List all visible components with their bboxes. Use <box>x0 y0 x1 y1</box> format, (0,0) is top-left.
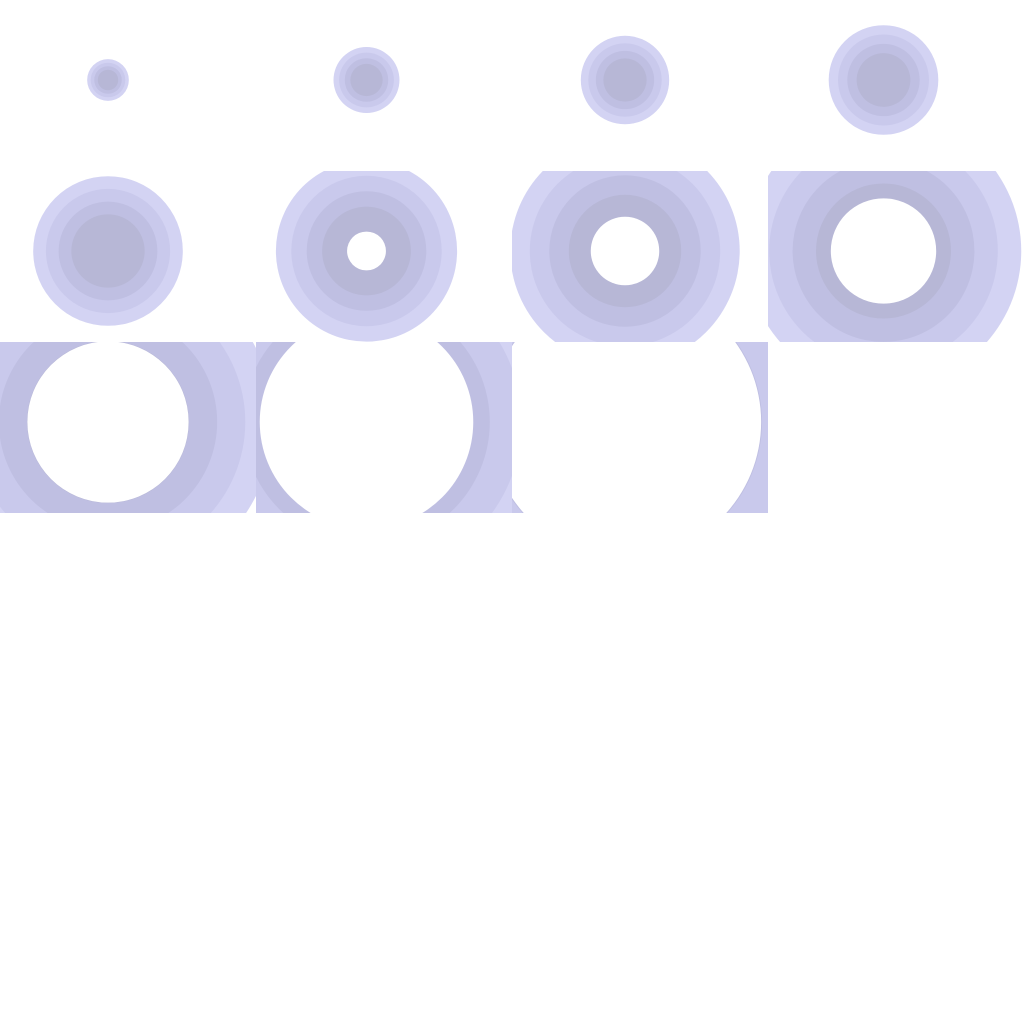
frames-layer <box>0 25 1024 855</box>
ring-hole <box>512 513 768 684</box>
sprite-frame <box>256 513 512 684</box>
ring-hole <box>347 231 386 271</box>
ring-hole <box>27 342 189 503</box>
ring-layer <box>97 69 119 91</box>
sprite-frame <box>512 342 768 513</box>
ring-layer <box>71 214 145 288</box>
ring-hole <box>830 198 937 304</box>
sprite-frame <box>580 35 670 125</box>
sprite-frame <box>768 171 1022 342</box>
sprite-frame <box>256 342 512 513</box>
ring-hole <box>768 342 1024 513</box>
sprite-frame <box>333 47 400 113</box>
sprite-frame <box>33 176 183 326</box>
sprite-frame <box>512 513 768 684</box>
ring-layer <box>350 63 383 97</box>
ring-hole <box>512 342 762 513</box>
ring-layer <box>603 58 647 102</box>
sprite-frame <box>0 513 256 684</box>
sprite-frame <box>768 513 1024 684</box>
sprite-frame <box>0 342 256 513</box>
sprite-frame <box>768 342 1024 513</box>
ring-hole <box>768 513 1024 684</box>
ring-layer <box>856 53 911 107</box>
sprite-frame <box>0 684 256 855</box>
ring-hole <box>259 342 474 513</box>
ring-hole <box>590 216 660 286</box>
ring-hole <box>0 684 256 855</box>
sprite-frame <box>512 171 740 342</box>
sprite-frame <box>87 59 129 101</box>
sprite-frame <box>275 171 458 342</box>
ring-hole <box>256 513 512 684</box>
sprite-frame <box>828 25 939 135</box>
ring-hole <box>0 513 256 684</box>
